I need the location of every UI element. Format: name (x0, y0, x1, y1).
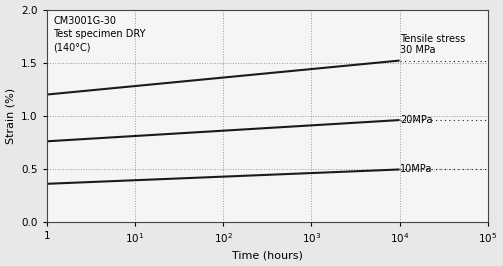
Text: 20MPa: 20MPa (400, 115, 433, 125)
Text: Tensile stress
30 MPa: Tensile stress 30 MPa (400, 34, 466, 55)
X-axis label: Time (hours): Time (hours) (232, 251, 303, 260)
Text: CM3001G-30
Test specimen DRY
(140°C): CM3001G-30 Test specimen DRY (140°C) (53, 16, 146, 52)
Y-axis label: Strain (%): Strain (%) (6, 88, 16, 144)
Text: 10MPa: 10MPa (400, 164, 433, 174)
